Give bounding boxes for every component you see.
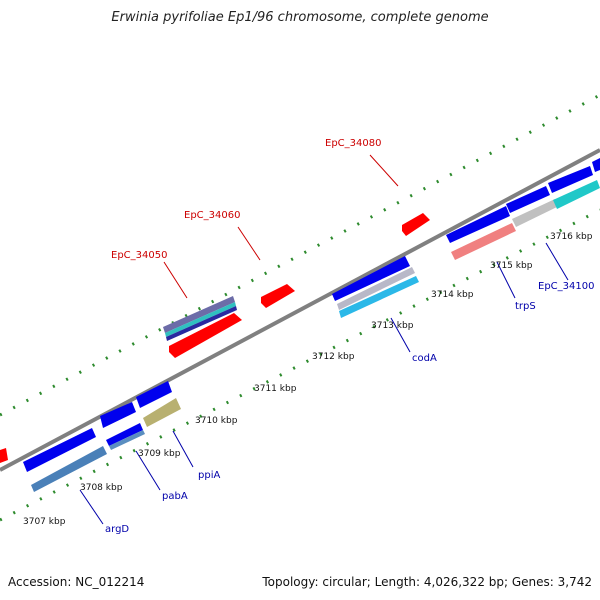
tick-label: 3710 kbp (195, 416, 238, 426)
gene-label-trpS[interactable]: trpS (515, 301, 536, 312)
gene-label-EpC_34100[interactable]: EpC_34100 (538, 281, 594, 292)
outer-scale-dots (0, 93, 600, 417)
feature-rna-red-1[interactable] (169, 313, 242, 358)
gene-label-EpC_34050[interactable]: EpC_34050 (111, 250, 167, 261)
leader-ppiA (172, 430, 194, 468)
feature-edge-red[interactable] (0, 448, 8, 463)
tick-label: 3709 kbp (138, 449, 181, 459)
feature-argD-block[interactable] (23, 428, 107, 492)
tick-label: 3713 kbp (371, 321, 414, 331)
accession-text: Accession: NC_012214 (8, 575, 145, 589)
gene-label-argD[interactable]: argD (105, 524, 129, 535)
tick-label: 3715 kbp (490, 261, 533, 271)
gene-label-ppiA[interactable]: ppiA (198, 470, 220, 481)
tick-label: 3716 kbp (550, 232, 593, 242)
gene-label-EpC_34060[interactable]: EpC_34060 (184, 210, 240, 221)
tick-label: 3714 kbp (431, 290, 474, 300)
leader-EpC_34100 (545, 242, 569, 281)
feature-codA-block[interactable] (332, 256, 419, 318)
leader-EpC_34060 (237, 226, 261, 261)
inner-scale-dots (0, 208, 600, 522)
leader-trpS (496, 261, 516, 299)
feature-pabA-block[interactable] (100, 402, 145, 450)
gene-label-EpC_34080[interactable]: EpC_34080 (325, 138, 381, 149)
tick-label: 3708 kbp (80, 483, 123, 493)
tick-label: 3712 kbp (312, 352, 355, 362)
feature-ppiA-block[interactable] (136, 381, 181, 427)
feature-trpS-block[interactable] (446, 206, 516, 260)
feature-EpC_34050-block[interactable] (163, 296, 237, 341)
chromosome-backbone (0, 148, 600, 472)
leader-EpC_34080 (369, 154, 399, 187)
tick-label: 3711 kbp (254, 384, 297, 394)
feature-EpC_34100-block[interactable] (506, 158, 600, 213)
gene-label-pabA[interactable]: pabA (162, 491, 188, 502)
leader-codA (390, 317, 411, 353)
leader-EpC_34050 (163, 261, 188, 299)
leader-argD (79, 489, 104, 525)
feature-gene-gray[interactable] (512, 199, 559, 227)
tick-label: 3707 kbp (23, 517, 66, 527)
feature-rna-red-3[interactable] (402, 213, 430, 236)
page-title: Erwinia pyrifoliae Ep1/96 chromosome, co… (111, 10, 489, 25)
genome-stats-text: Topology: circular; Length: 4,026,322 bp… (262, 575, 592, 589)
feature-rna-red-2[interactable] (261, 284, 295, 308)
gene-label-codA[interactable]: codA (412, 353, 437, 364)
leader-pabA (135, 450, 161, 491)
